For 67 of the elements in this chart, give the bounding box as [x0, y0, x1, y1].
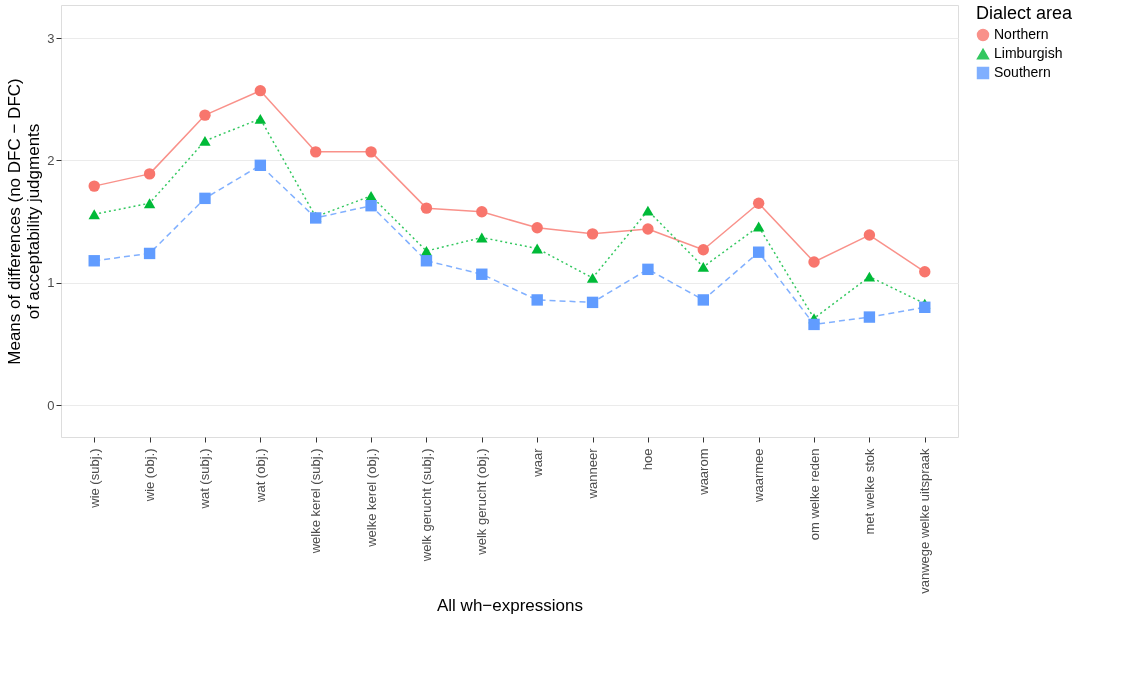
x-tick-label: waarmee: [751, 448, 767, 503]
point: [752, 246, 765, 258]
x-tick-label: wat (obj.): [252, 448, 268, 503]
point: [254, 159, 267, 172]
point: [143, 247, 156, 260]
point: [88, 209, 100, 220]
point: [254, 113, 267, 124]
legend-title: Dialect area: [976, 3, 1074, 23]
y-tick-label: 1: [47, 275, 55, 291]
point: [199, 109, 211, 121]
point: [863, 271, 876, 282]
point: [88, 255, 100, 267]
point: [199, 192, 211, 205]
x-tick-label: wanneer: [585, 447, 601, 500]
point: [642, 223, 654, 235]
point: [254, 84, 267, 97]
y-tick-label: 2: [47, 152, 55, 168]
point: [199, 135, 211, 146]
point: [697, 261, 709, 272]
point: [586, 228, 599, 240]
x-tick-label: welke kerel (subj.): [308, 448, 324, 555]
point: [365, 200, 377, 212]
x-tick-label: wie (obj.): [142, 448, 158, 503]
point: [365, 146, 377, 158]
point: [863, 229, 876, 241]
point: [420, 255, 433, 267]
legend-label: Limburgish: [994, 45, 1063, 61]
point: [919, 301, 931, 313]
point: [919, 266, 931, 278]
x-tick-label: vanwege welke uitspraak: [917, 448, 933, 594]
point: [697, 294, 709, 306]
point: [642, 263, 654, 276]
point: [531, 222, 543, 234]
point: [808, 318, 820, 331]
point: [752, 197, 765, 209]
point: [88, 180, 100, 192]
x-tick-label: wat (subj.): [197, 448, 213, 510]
point: [476, 206, 488, 218]
point: [143, 168, 156, 180]
point: [808, 256, 820, 268]
legend-label: Southern: [994, 64, 1051, 80]
point: [310, 146, 322, 158]
y-axis-title: Means of differences (no DFC − DFC) of acceptability judgments: [5, 78, 44, 365]
point: [586, 296, 599, 309]
x-tick-label: wie (subj.): [86, 448, 102, 509]
x-tick-label: welk gerucht (obj.): [474, 448, 490, 556]
point: [531, 294, 543, 306]
y-tick-label: 0: [47, 397, 55, 413]
x-tick-label: waarom: [695, 448, 711, 496]
x-tick-label: om welke reden: [806, 448, 822, 541]
x-tick-label: welk gerucht (subj.): [418, 448, 434, 563]
legend-label: Northern: [994, 26, 1049, 42]
point: [752, 221, 765, 232]
point: [642, 205, 654, 216]
point: [476, 268, 488, 280]
point: [531, 243, 543, 254]
point: [863, 311, 876, 323]
point: [586, 272, 599, 283]
point: [697, 244, 709, 256]
point: [420, 202, 433, 214]
x-tick-label: waar: [529, 447, 545, 478]
y-tick-label: 3: [47, 30, 55, 46]
x-tick-label: hoe: [640, 448, 656, 471]
x-tick-label: welke kerel (obj.): [363, 448, 379, 548]
point: [143, 198, 156, 209]
x-tick-label: met welke stok: [861, 448, 877, 535]
x-axis-title: All wh−expressions: [437, 595, 583, 615]
